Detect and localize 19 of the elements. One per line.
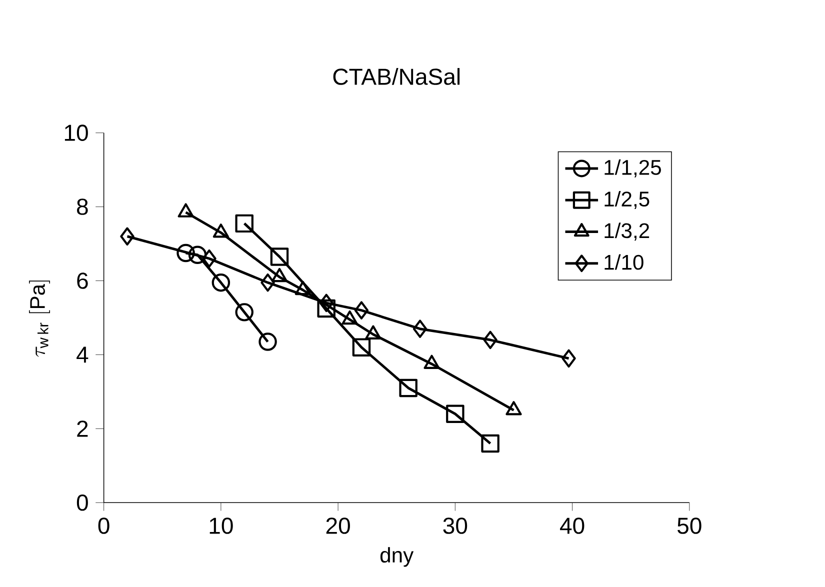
x-tick-label: 0 <box>98 517 110 534</box>
x-tick-label: 40 <box>560 517 584 534</box>
y-tick-label: 8 <box>77 198 88 215</box>
x-tick-label: 50 <box>678 517 702 534</box>
y-tick-label: 2 <box>77 420 88 437</box>
y-axis-title: $\tau_{\mathrm{w\,kr}}\ \mathrm{[Pa]}$ <box>29 280 50 357</box>
x-tick-label: 30 <box>443 517 468 534</box>
legend-label: 1/2,5 <box>604 190 650 209</box>
legend-label: 1/1,25 <box>604 159 661 178</box>
y-tick-label: 4 <box>76 346 88 362</box>
y-tick-label: 6 <box>77 272 88 289</box>
x-axis-title: dny <box>380 546 414 567</box>
legend-label: 1/10 <box>604 254 644 270</box>
legend-label: 1/3,2 <box>604 222 650 241</box>
x-tick-label: 20 <box>326 517 350 534</box>
chart-title: CTAB/NaSal <box>333 68 460 85</box>
y-tick-label: 0 <box>76 494 88 511</box>
y-tick-label: 10 <box>64 124 88 141</box>
x-tick-label: 10 <box>210 517 233 534</box>
